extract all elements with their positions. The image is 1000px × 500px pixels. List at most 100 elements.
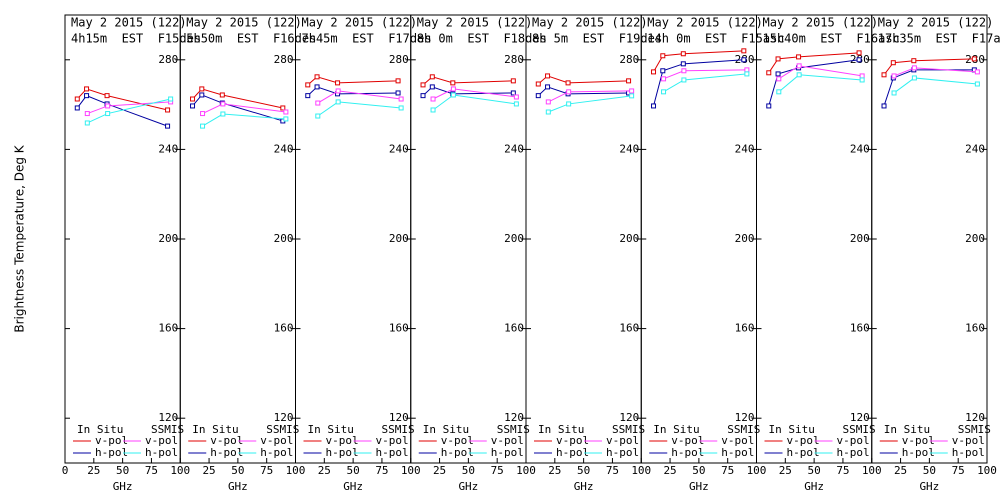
y-axis-label: Brightness Temperature, Deg K (13, 144, 27, 332)
legend-label: v-pol (606, 434, 639, 447)
x-tick-label: 75 (836, 464, 849, 477)
legend-label: v-pol (556, 434, 589, 447)
point-marker (219, 92, 225, 98)
series-line (537, 75, 629, 85)
point-marker (395, 78, 401, 84)
y-tick-label: 120 (274, 411, 294, 424)
point-marker (796, 63, 802, 69)
x-tick-label: 75 (721, 464, 734, 477)
point-marker (105, 103, 111, 109)
point-marker (168, 96, 174, 102)
y-tick-label: 240 (504, 142, 524, 155)
panel-title: May 2 2015 (122) (763, 16, 879, 30)
point-marker (681, 77, 687, 83)
point-marker (911, 58, 917, 64)
series-line (537, 86, 629, 97)
point-marker (651, 69, 657, 75)
y-tick-label: 240 (965, 142, 985, 155)
point-marker (741, 57, 747, 63)
point-marker (104, 93, 110, 99)
point-marker (535, 93, 541, 99)
legend-label: h-pol (787, 446, 820, 459)
point-marker (84, 111, 90, 117)
x-tick-label: 25 (318, 464, 331, 477)
x-axis-label: GHz (343, 480, 363, 493)
point-marker (199, 92, 205, 98)
legend-label: v-pol (721, 434, 754, 447)
point-marker (395, 90, 401, 96)
legend-label: h-pol (671, 446, 704, 459)
point-marker (74, 105, 80, 111)
point-marker (911, 75, 917, 81)
y-tick-label: 200 (735, 232, 755, 245)
y-tick-label: 160 (965, 322, 985, 335)
point-marker (420, 82, 426, 88)
point-marker (398, 96, 404, 102)
legend-label: h-pol (606, 446, 639, 459)
legend-label: h-pol (326, 446, 359, 459)
legend-label: h-pol (952, 446, 985, 459)
point-marker (314, 84, 320, 90)
y-tick-label: 280 (389, 53, 409, 66)
point-marker (220, 111, 226, 117)
point-marker (280, 105, 286, 111)
y-tick-label: 280 (619, 53, 639, 66)
y-tick-label: 280 (274, 53, 294, 66)
x-tick-label: 100 (862, 464, 882, 477)
point-marker (190, 103, 196, 109)
legend-label: h-pol (376, 446, 409, 459)
point-marker (335, 80, 341, 86)
point-marker (890, 60, 896, 66)
y-tick-label: 120 (619, 411, 639, 424)
legend-header: SSMIS (497, 423, 530, 436)
point-marker (84, 93, 90, 99)
legend-header: In Situ (538, 423, 584, 436)
x-axis-label: GHz (228, 480, 248, 493)
legend-label: v-pol (95, 434, 128, 447)
point-marker (629, 88, 635, 94)
x-tick-label: 0 (62, 464, 69, 477)
point-marker (775, 56, 781, 62)
x-tick-label: 50 (462, 464, 475, 477)
legend-label: h-pol (837, 446, 870, 459)
x-tick-label: 100 (977, 464, 997, 477)
point-marker (283, 116, 289, 122)
point-marker (398, 105, 404, 111)
point-marker (165, 107, 171, 113)
point-marker (315, 113, 321, 119)
point-marker (74, 96, 80, 102)
panel-title: May 2 2015 (122) (302, 16, 418, 30)
x-axis-label: GHz (689, 480, 709, 493)
point-marker (744, 71, 750, 77)
point-marker (856, 50, 862, 56)
y-tick-label: 200 (619, 232, 639, 245)
y-tick-label: 240 (158, 142, 178, 155)
y-tick-label: 160 (389, 322, 409, 335)
x-tick-label: 75 (952, 464, 965, 477)
x-tick-label: 75 (145, 464, 158, 477)
point-marker (971, 56, 977, 62)
legend-label: h-pol (260, 446, 293, 459)
series-line (653, 59, 744, 107)
legend-label: h-pol (441, 446, 474, 459)
legend-label: v-pol (260, 434, 293, 447)
point-marker (450, 80, 456, 86)
y-tick-label: 240 (735, 142, 755, 155)
point-marker (535, 81, 541, 87)
point-marker (165, 123, 171, 129)
point-marker (420, 93, 426, 99)
x-tick-label: 100 (516, 464, 536, 477)
legend-label: v-pol (902, 434, 935, 447)
legend-header: In Situ (308, 423, 354, 436)
panel-subtitle: 4h15m EST F15des (71, 32, 201, 46)
x-tick-label: 25 (433, 464, 446, 477)
point-marker (430, 107, 436, 113)
x-axis-label: GHz (458, 480, 478, 493)
panel-title: May 2 2015 (122) (647, 16, 763, 30)
series-line (653, 50, 744, 73)
legend-header: SSMIS (266, 423, 299, 436)
point-marker (429, 84, 435, 90)
y-tick-label: 200 (965, 232, 985, 245)
x-axis-label: GHz (804, 480, 824, 493)
point-marker (974, 69, 980, 75)
